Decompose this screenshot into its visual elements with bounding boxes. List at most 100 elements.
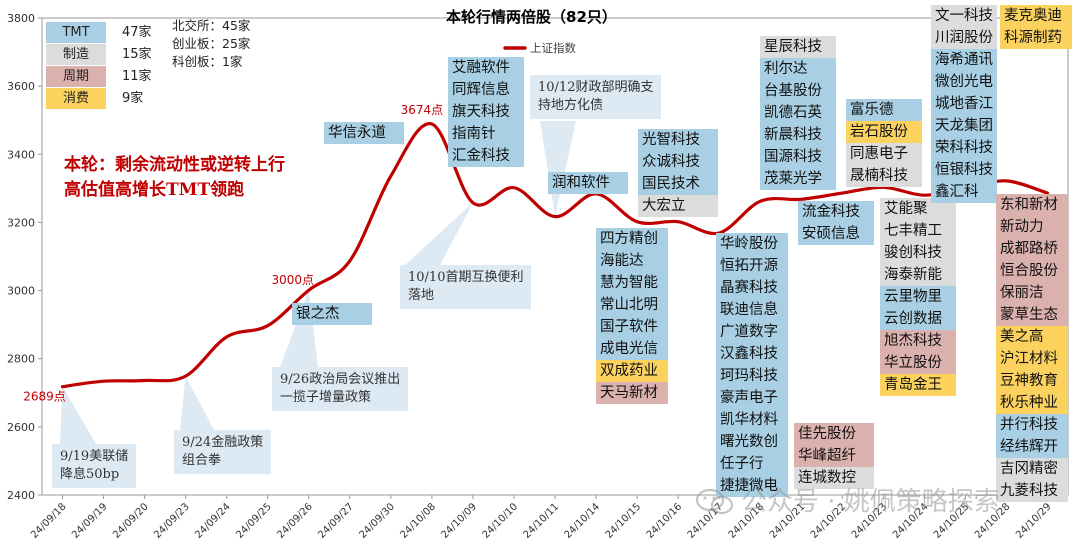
stock-tag: 恒拓开源: [716, 255, 788, 277]
stock-tag: 利尔达: [760, 58, 836, 80]
event-note-pointer: [280, 290, 318, 367]
event-note-pointer: [180, 376, 214, 430]
stock-tag: 海泰新能: [880, 264, 956, 286]
stock-tag: 云创数据: [880, 308, 956, 330]
x-tick-label: 24/10/15: [604, 501, 644, 541]
stock-tag-group: 四方精创 海能达 慧为智能 常山北明 国子软件 成电光信 双成药业 天马新材: [596, 228, 668, 404]
point-label-layer: 2689点 3000点 3674点: [23, 103, 443, 404]
x-tick-label: 24/09/20: [111, 501, 151, 541]
stock-tag: 并行科技: [996, 414, 1068, 436]
stock-tag: 晟楠科技: [846, 165, 922, 187]
event-note-line: 9/19美联储: [60, 449, 129, 464]
stock-tag: 富乐德: [846, 99, 922, 121]
stock-tag: 艾融软件: [448, 57, 524, 79]
stock-tag: 经纬辉开: [996, 436, 1068, 458]
event-note: 9/19美联储 降息50bp: [52, 444, 137, 488]
stock-tag: 光智科技: [638, 129, 718, 151]
stock-tag: 双成药业: [596, 360, 668, 382]
stock-tag-group: 流金科技 安硕信息: [798, 201, 874, 245]
series-line-shanghai: [60, 122, 1050, 389]
stock-tag-group: 富乐德 岩石股份 同惠电子 晟楠科技: [846, 99, 922, 187]
stock-tag: 大宏立: [638, 195, 718, 217]
x-tick-label: 24/10/09: [439, 501, 479, 541]
x-tick-label: 24/09/30: [357, 501, 397, 541]
stock-tag: 豆神教育: [996, 370, 1068, 392]
x-tick-label: 24/10/10: [481, 501, 521, 541]
stock-tag: 天马新材: [596, 382, 668, 404]
event-note-line: 降息50bp: [60, 467, 120, 482]
y-tick-label: 2400: [7, 489, 35, 502]
series-layer: [60, 122, 1050, 389]
stock-tag-group: 艾融软件 同辉信息 旗天科技 指南针 汇金科技: [448, 57, 524, 167]
stock-tag: 同惠电子: [846, 143, 922, 165]
stock-tag: 九菱科技: [996, 480, 1068, 502]
exchange-count: 科创板：1家: [172, 53, 242, 71]
stock-tag: 蒙草生态: [996, 304, 1068, 326]
stock-tag: 安硕信息: [798, 223, 874, 245]
stock-tag: 东和新材: [996, 194, 1068, 216]
stock-tag: 汉鑫科技: [716, 343, 788, 365]
stock-tag: 台基股份: [760, 80, 836, 102]
exchange-value: 45家: [222, 18, 251, 33]
event-note-line: 持地方化债: [538, 98, 604, 113]
stock-tag: 吉冈精密: [996, 458, 1068, 480]
stock-tag: 文一科技: [931, 5, 997, 27]
x-tick-label: 24/09/19: [70, 501, 110, 541]
y-tick-label: 3600: [7, 80, 35, 93]
x-tick-label: 24/10/16: [645, 501, 685, 541]
x-tick-label: 24/10/08: [398, 501, 438, 541]
stock-tag: 微创光电: [931, 71, 997, 93]
y-tick-label: 3800: [7, 12, 35, 25]
stock-tag: 同辉信息: [448, 79, 524, 101]
stock-tag: 艾能聚: [880, 198, 956, 220]
stock-tag: 华立股份: [880, 352, 956, 374]
legend-series: 上证指数: [503, 41, 576, 55]
stock-tag: 鑫汇科: [931, 181, 997, 203]
stock-tag: 广道数字: [716, 321, 788, 343]
watermark-text: 公众号 · 姚佩策略探索: [741, 487, 1000, 517]
stock-tag: 华峰超纤: [794, 445, 874, 467]
event-note-pointer: [60, 386, 96, 444]
stock-tag: 恒银科技: [931, 159, 997, 181]
stock-tag: 荣科科技: [931, 137, 997, 159]
stock-tag: 银之杰: [292, 303, 372, 325]
stock-tag: 成电光信: [596, 338, 668, 360]
event-note: 10/12财政部明确支 持地方化债: [530, 75, 662, 119]
stock-tag: 城地香江: [931, 93, 997, 115]
x-tick-label: 24/09/23: [152, 501, 192, 541]
watermark: 公众号 · 姚佩策略探索: [695, 484, 1067, 520]
headline-line-1: 本轮：剩余流动性或逆转上行: [64, 155, 285, 175]
stock-tag: 曙光数创: [716, 431, 788, 453]
stock-tag-group: 润和软件: [548, 172, 628, 194]
stock-tag: 新晨科技: [760, 124, 836, 146]
stock-tag: 捷捷微电: [716, 475, 788, 497]
stock-tag: 豪声电子: [716, 387, 788, 409]
event-note-line: 一揽子增量政策: [280, 390, 372, 405]
stock-tag: 众诚科技: [638, 151, 718, 173]
x-tick-label: 24/09/27: [316, 501, 356, 541]
exchange-label: 创业板：: [172, 36, 223, 51]
event-note-line: 10/12财政部明确支: [538, 80, 654, 95]
legend-count-1: 15家: [122, 47, 152, 62]
event-note-pointer: [540, 121, 576, 217]
stock-tag: 青岛金王: [880, 374, 956, 396]
stock-tag: 晶赛科技: [716, 277, 788, 299]
stock-tag-group: 麦克奥迪 科源制药: [1000, 5, 1072, 49]
x-tick-label: 24/09/26: [275, 501, 315, 541]
stock-tag: 国源科技: [760, 146, 836, 168]
stock-tag: 川润股份: [931, 27, 997, 49]
event-note-line: 10/10首期互换便利: [408, 270, 524, 285]
event-note-line: 9/24金融政策: [182, 435, 264, 450]
legend-series-name: 上证指数: [530, 41, 576, 55]
point-label: 2689点: [23, 390, 66, 404]
event-note-line: 组合拳: [182, 453, 222, 468]
exchange-count: 北交所：45家: [172, 17, 250, 35]
stock-tag: 天龙集团: [931, 115, 997, 137]
stock-tag: 保丽洁: [996, 282, 1068, 304]
legend-chip-1: 制造: [46, 44, 106, 65]
stock-tag: 联迪信息: [716, 299, 788, 321]
stock-tag: 国子软件: [596, 316, 668, 338]
event-note: 9/26政治局会议推出 一揽子增量政策: [272, 367, 409, 411]
stock-tag: 新动力: [996, 216, 1068, 238]
